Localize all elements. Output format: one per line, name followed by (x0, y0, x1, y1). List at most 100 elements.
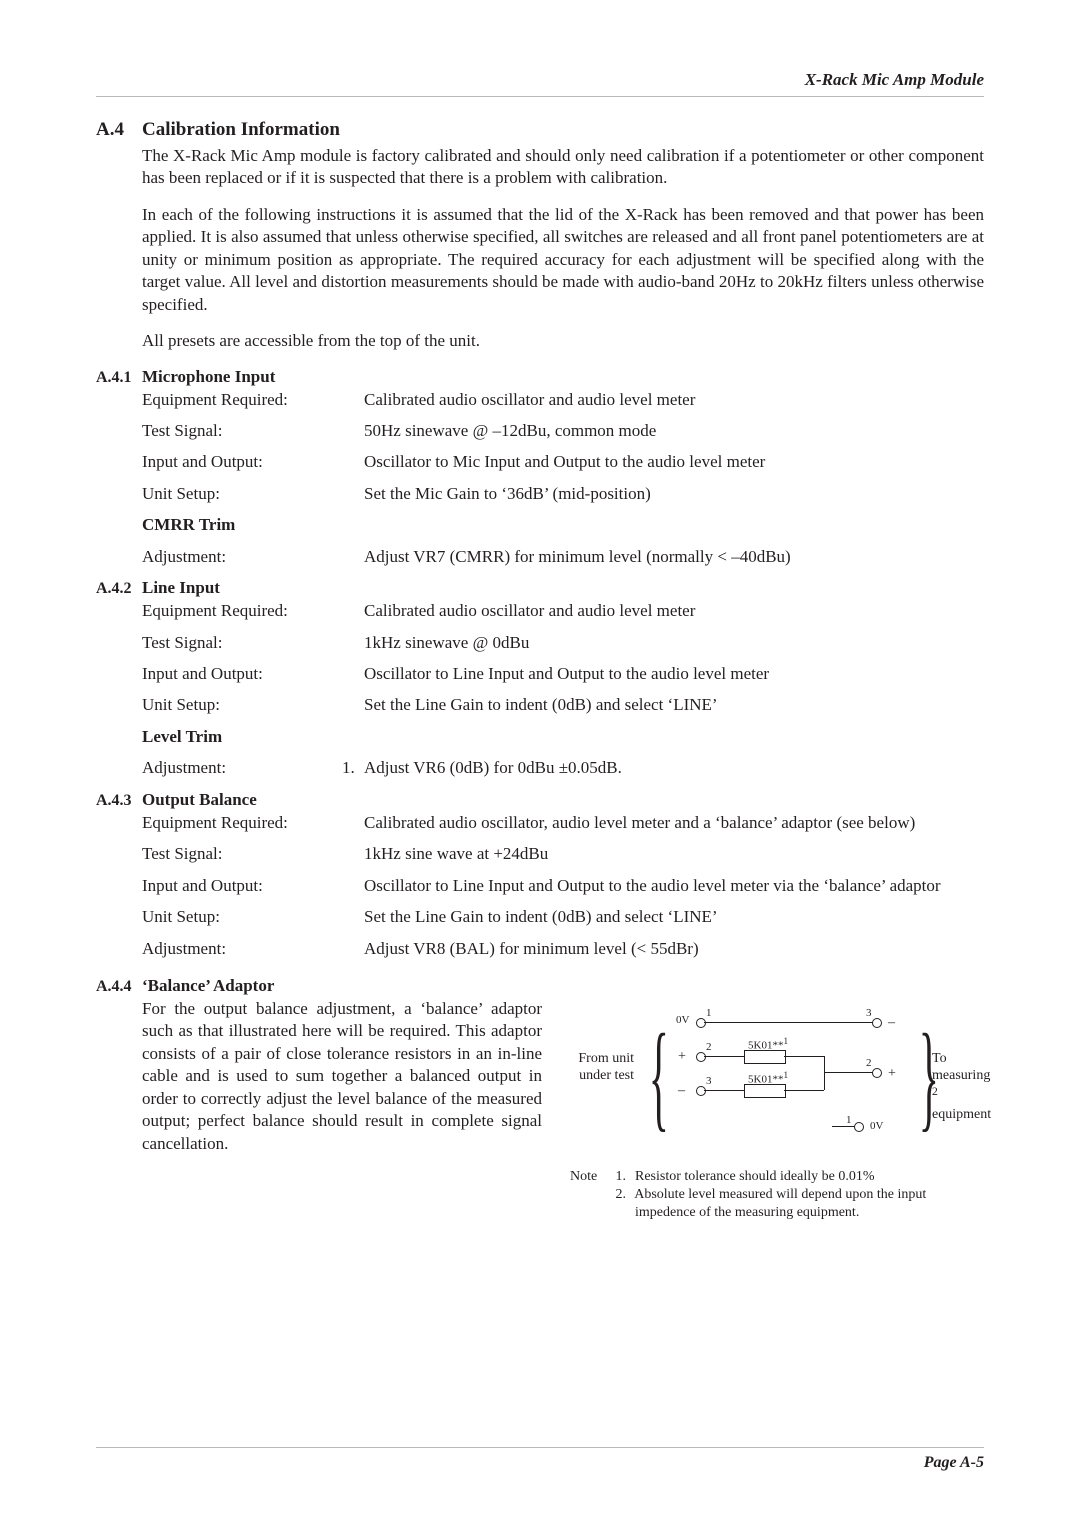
ov-label: 0V (676, 1014, 689, 1028)
kv-key: Test Signal: (142, 420, 364, 442)
pin-icon (696, 1052, 706, 1062)
polarity-label: – (678, 1082, 685, 1100)
subsection-title: ‘Balance’ Adaptor (142, 976, 274, 996)
pin-icon (872, 1068, 882, 1078)
label-text: under test (579, 1068, 634, 1083)
pin-number: 2 (706, 1041, 712, 1055)
subsection-heading: A.4.4 ‘Balance’ Adaptor (96, 976, 984, 996)
kv-key: Equipment Required: (142, 600, 364, 622)
note-text: Resistor tolerance should ideally be 0.0… (635, 1169, 875, 1184)
note-spacer (570, 1204, 612, 1222)
kv-key: Level Trim (142, 726, 364, 748)
pin-number: 3 (706, 1075, 712, 1089)
subsection-title: Line Input (142, 578, 220, 598)
balance-diagram: From unit under test { } To measuring 2 … (570, 1002, 984, 1162)
kv-value: Calibrated audio oscillator, audio level… (364, 812, 984, 834)
page-number: Page A-5 (924, 1454, 984, 1471)
subsection-number: A.4.2 (96, 580, 142, 598)
kv-row: Input and Output: Oscillator to Mic Inpu… (142, 451, 984, 473)
kv-value: Set the Line Gain to indent (0dB) and se… (364, 906, 984, 928)
kv-value: Oscillator to Mic Input and Output to th… (364, 451, 984, 473)
kv-value: Set the Line Gain to indent (0dB) and se… (364, 694, 984, 716)
section-heading: A.4 Calibration Information (96, 119, 984, 141)
kv-row: Equipment Required: Calibrated audio osc… (142, 389, 984, 411)
note-number: 2. (616, 1186, 632, 1204)
ov-label: 0V (870, 1120, 883, 1134)
page-footer: Page A-5 (96, 1447, 984, 1472)
pin-number: 3 (866, 1007, 872, 1021)
wire (704, 1056, 744, 1057)
kv-key: Input and Output: (142, 663, 364, 685)
subsection-heading: A.4.2 Line Input (96, 578, 984, 598)
left-brace-icon: { (649, 1016, 669, 1136)
section-para: All presets are accessible from the top … (142, 330, 984, 352)
note-text: impedence of the measuring equipment. (635, 1205, 859, 1220)
superscript: 1 (783, 1036, 788, 1046)
subsection-number: A.4.1 (96, 369, 142, 387)
polarity-label: – (888, 1014, 895, 1032)
kv-key: Unit Setup: (142, 906, 364, 928)
kv-row: Adjustment: 1. Adjust VR6 (0dB) for 0dBu… (142, 757, 984, 779)
kv-value: Calibrated audio oscillator and audio le… (364, 600, 984, 622)
kv-row: Test Signal: 1kHz sine wave at +24dBu (142, 843, 984, 865)
balance-adaptor-text: For the output balance adjustment, a ‘ba… (142, 998, 542, 1223)
kv-key: Test Signal: (142, 632, 364, 654)
kv-key: Input and Output: (142, 875, 364, 897)
wire (824, 1056, 825, 1090)
header-title: X-Rack Mic Amp Module (805, 70, 984, 89)
kv-value: 1kHz sinewave @ 0dBu (364, 632, 984, 654)
kv-row: Adjustment: Adjust VR8 (BAL) for minimum… (142, 938, 984, 960)
label-text: To measuring (932, 1051, 990, 1084)
kv-key: Test Signal: (142, 843, 364, 865)
kv-value: Adjust VR6 (0dB) for 0dBu ±0.05dB. (364, 757, 984, 779)
kv-row: Unit Setup: Set the Line Gain to indent … (142, 906, 984, 928)
page-header: X-Rack Mic Amp Module (96, 70, 984, 97)
wire (784, 1090, 824, 1091)
wire (824, 1072, 874, 1073)
label-text: equipment (932, 1107, 991, 1122)
kv-value: 1kHz sine wave at +24dBu (364, 843, 984, 865)
pin-icon (696, 1018, 706, 1028)
note-spacer (616, 1204, 632, 1222)
kv-value: Adjust VR8 (BAL) for minimum level (< 55… (364, 938, 984, 960)
pin-icon (872, 1018, 882, 1028)
kv-key: Adjustment: (142, 938, 364, 960)
kv-row: Input and Output: Oscillator to Line Inp… (142, 663, 984, 685)
kv-row: Adjustment: Adjust VR7 (CMRR) for minimu… (142, 546, 984, 568)
kv-key: Equipment Required: (142, 812, 364, 834)
diagram-right-label: To measuring 2 equipment (932, 1050, 991, 1124)
pin-number: 2 (866, 1057, 872, 1071)
wire (704, 1022, 874, 1023)
kv-value: Oscillator to Line Input and Output to t… (364, 875, 984, 897)
balance-adaptor-figure: From unit under test { } To measuring 2 … (570, 998, 984, 1223)
kv-key: Equipment Required: (142, 389, 364, 411)
kv-row: Input and Output: Oscillator to Line Inp… (142, 875, 984, 897)
kv-key: Adjustment: (142, 757, 364, 779)
note-spacer (570, 1186, 612, 1204)
kv-row: CMRR Trim (142, 514, 984, 536)
kv-key: Unit Setup: (142, 694, 364, 716)
kv-row: Unit Setup: Set the Mic Gain to ‘36dB’ (… (142, 483, 984, 505)
subsection-title: Microphone Input (142, 367, 275, 387)
kv-value: Adjust VR7 (CMRR) for minimum level (nor… (364, 546, 984, 568)
section-para: In each of the following instructions it… (142, 204, 984, 316)
subsection-number: A.4.3 (96, 792, 142, 810)
label-text: 5K01** (748, 1040, 783, 1052)
wire (784, 1056, 824, 1057)
kv-key: Adjustment: (142, 546, 364, 568)
kv-key: Input and Output: (142, 451, 364, 473)
subsection-number: A.4.4 (96, 978, 142, 996)
diagram-notes: Note 1. Resistor tolerance should ideall… (570, 1168, 984, 1223)
section-title: Calibration Information (142, 119, 340, 141)
subsection-heading: A.4.3 Output Balance (96, 790, 984, 810)
page: X-Rack Mic Amp Module A.4 Calibration In… (0, 0, 1080, 1528)
section-para: The X-Rack Mic Amp module is factory cal… (142, 145, 984, 190)
resistor-value: 5K01**1 (748, 1036, 788, 1053)
pin-icon (854, 1122, 864, 1132)
kv-row: Equipment Required: Calibrated audio osc… (142, 600, 984, 622)
section-number: A.4 (96, 119, 142, 141)
superscript: 1 (783, 1070, 788, 1080)
resistor-value: 5K01**1 (748, 1070, 788, 1087)
pin-icon (696, 1086, 706, 1096)
kv-row: Equipment Required: Calibrated audio osc… (142, 812, 984, 834)
